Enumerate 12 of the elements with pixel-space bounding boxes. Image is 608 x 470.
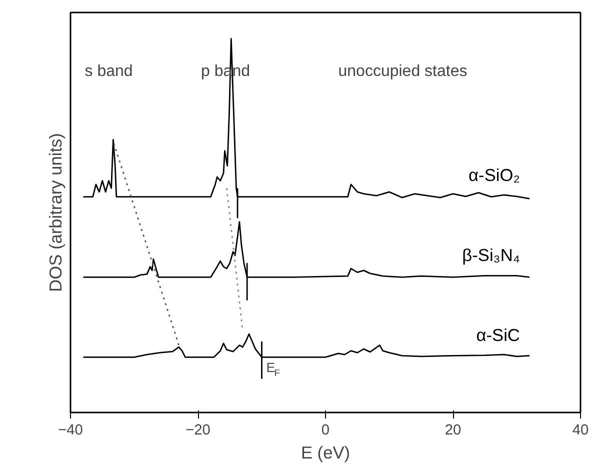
- x-tick-label: 40: [572, 422, 589, 438]
- x-tick-label: −40: [58, 422, 83, 438]
- x-tick-label: −20: [186, 422, 210, 438]
- annotation: unoccupied states: [338, 62, 468, 80]
- annotation: s band: [84, 62, 133, 80]
- series-label: α-SiC: [476, 325, 520, 346]
- y-axis-title: DOS (arbitrary units): [46, 133, 66, 292]
- series-label: β-Si₃N₄: [462, 245, 520, 266]
- x-axis-title: E (eV): [300, 442, 350, 462]
- x-tick-label: 0: [321, 422, 330, 438]
- series-label: α-SiO₂: [468, 164, 520, 185]
- x-tick-label: 20: [444, 422, 462, 438]
